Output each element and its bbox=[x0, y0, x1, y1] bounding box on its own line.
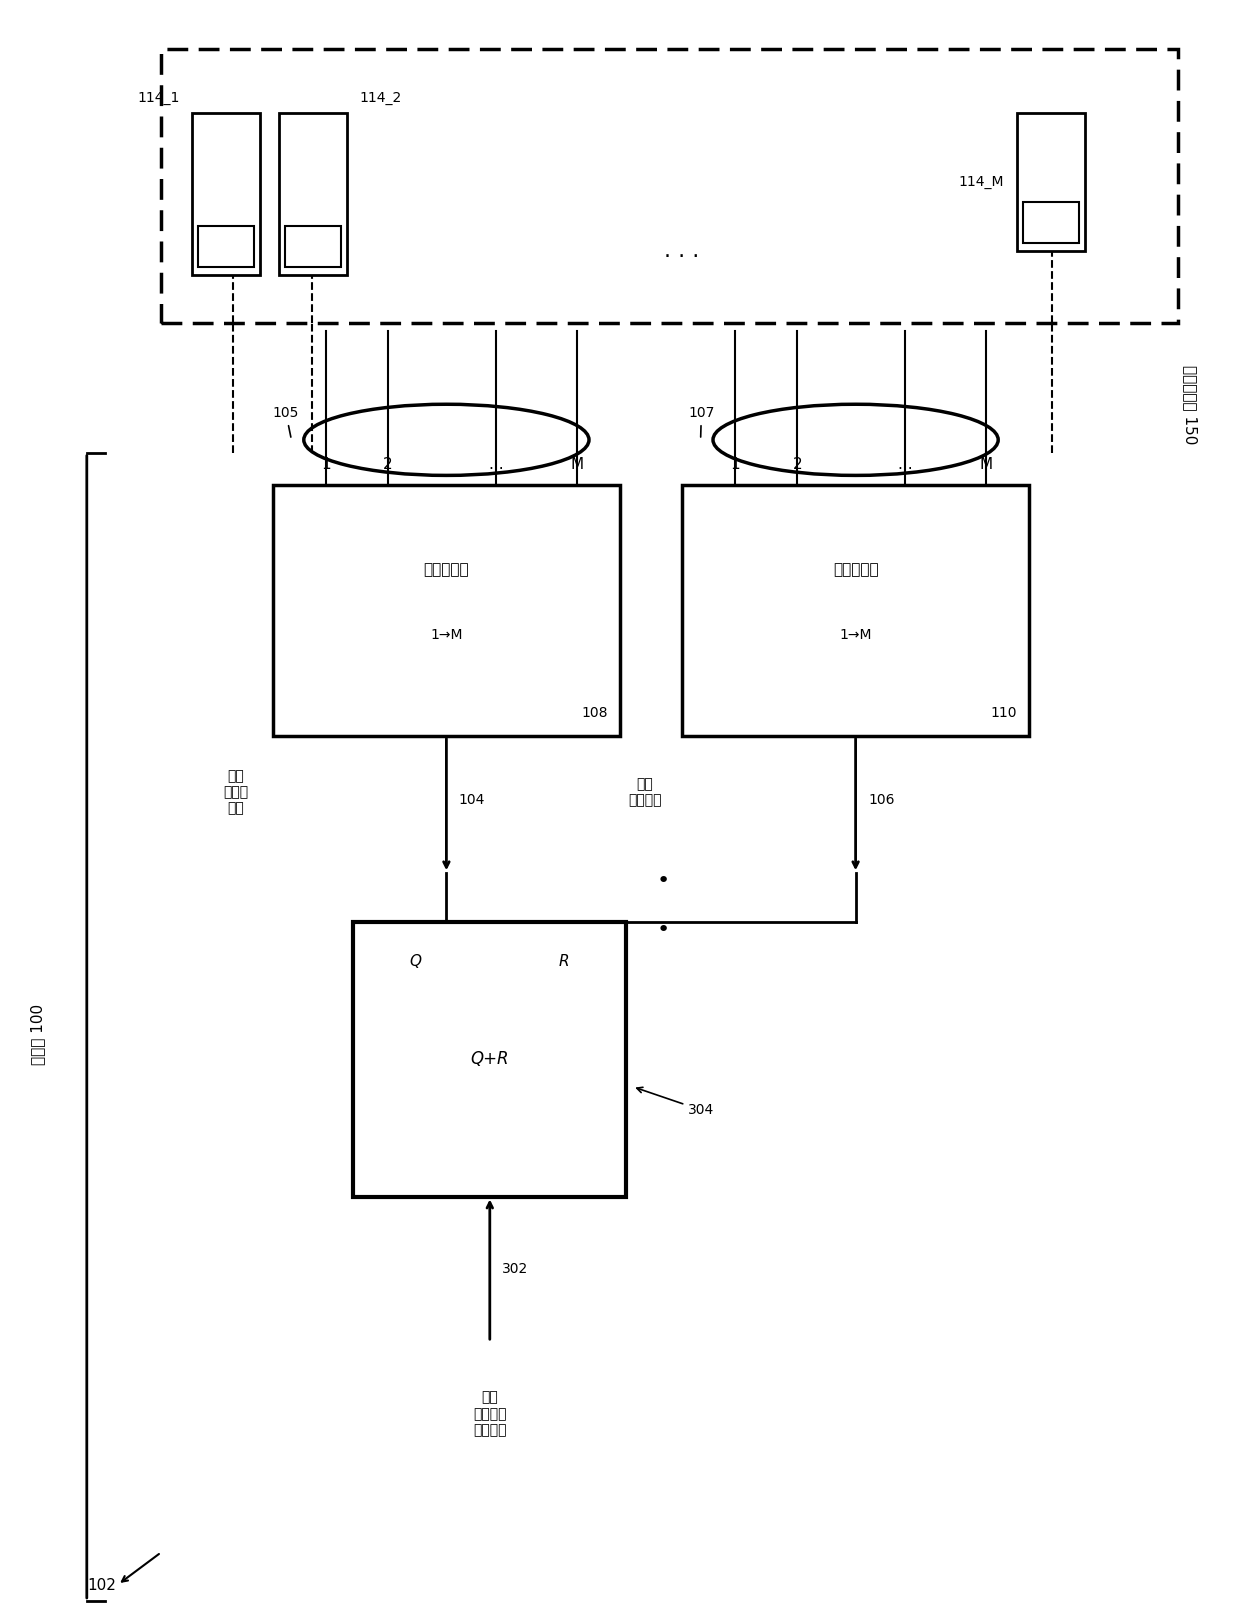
Text: M: M bbox=[570, 456, 583, 472]
Text: 105: 105 bbox=[273, 406, 299, 437]
Text: 102: 102 bbox=[87, 1578, 117, 1593]
Text: 1: 1 bbox=[321, 456, 331, 472]
Text: 114_1: 114_1 bbox=[138, 91, 180, 105]
Text: R: R bbox=[559, 954, 569, 969]
Text: 1: 1 bbox=[730, 456, 740, 472]
Text: 114_M: 114_M bbox=[959, 175, 1004, 189]
Text: Q+R: Q+R bbox=[470, 1049, 510, 1069]
Text: 104: 104 bbox=[459, 794, 485, 807]
Text: 114_2: 114_2 bbox=[360, 91, 402, 105]
Text: . .: . . bbox=[898, 456, 913, 472]
Text: 106: 106 bbox=[868, 794, 894, 807]
Text: 路由器 100: 路由器 100 bbox=[30, 1004, 45, 1066]
Text: 110: 110 bbox=[991, 705, 1017, 720]
Text: 1→M: 1→M bbox=[839, 627, 872, 642]
Text: 302: 302 bbox=[502, 1263, 528, 1276]
Text: •: • bbox=[657, 920, 670, 939]
Text: 107: 107 bbox=[688, 406, 714, 437]
Text: 输入
量子位
信号: 输入 量子位 信号 bbox=[223, 770, 248, 815]
Text: 108: 108 bbox=[582, 705, 608, 720]
Text: 2: 2 bbox=[792, 456, 802, 472]
Text: 2: 2 bbox=[383, 456, 393, 472]
Text: 输入
读出信号: 输入 读出信号 bbox=[627, 778, 662, 807]
Text: Q: Q bbox=[409, 954, 422, 969]
Text: 1→M: 1→M bbox=[430, 627, 463, 642]
Text: 信号分配器: 信号分配器 bbox=[424, 563, 469, 577]
Text: 304: 304 bbox=[637, 1087, 714, 1117]
Text: 量子计算机 150: 量子计算机 150 bbox=[1183, 364, 1198, 445]
Text: M: M bbox=[980, 456, 992, 472]
Text: . .: . . bbox=[489, 456, 503, 472]
Text: 信号分配器: 信号分配器 bbox=[833, 563, 878, 577]
Text: 输入
量子位和
读出信号: 输入 量子位和 读出信号 bbox=[472, 1391, 507, 1438]
Text: . . .: . . . bbox=[665, 241, 699, 260]
Text: •: • bbox=[657, 872, 670, 891]
